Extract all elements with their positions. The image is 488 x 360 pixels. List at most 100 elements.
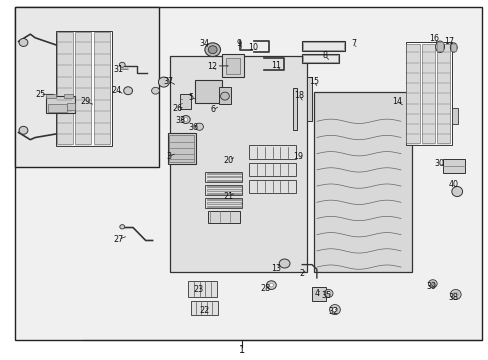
Ellipse shape (324, 289, 332, 297)
Ellipse shape (435, 41, 444, 53)
Bar (206, 193, 240, 194)
Text: 34: 34 (199, 40, 209, 49)
Ellipse shape (208, 46, 217, 54)
Ellipse shape (19, 126, 28, 134)
Bar (222, 54, 244, 77)
Bar (311, 287, 325, 301)
Text: 29: 29 (81, 97, 90, 106)
Text: 11: 11 (271, 61, 281, 70)
Ellipse shape (123, 87, 132, 95)
Bar (63, 94, 73, 98)
Text: 1: 1 (239, 345, 244, 355)
Text: 31: 31 (113, 65, 123, 74)
Bar (180, 94, 190, 109)
Bar (207, 211, 239, 223)
Text: 4: 4 (314, 289, 319, 298)
Bar (306, 77, 311, 121)
Bar (170, 56, 306, 272)
Bar (206, 176, 240, 177)
Ellipse shape (332, 307, 337, 312)
Text: 32: 32 (328, 307, 338, 316)
Bar (75, 32, 91, 144)
Ellipse shape (427, 280, 436, 288)
Ellipse shape (158, 77, 169, 87)
Bar (188, 281, 216, 297)
Bar (226, 58, 240, 74)
Ellipse shape (19, 39, 28, 46)
Ellipse shape (204, 43, 220, 57)
Bar (405, 42, 451, 145)
Bar (249, 145, 295, 159)
Bar (436, 44, 449, 143)
Text: 26: 26 (172, 104, 182, 113)
Bar (451, 108, 457, 124)
Text: 7: 7 (350, 40, 355, 49)
Text: 24: 24 (111, 86, 121, 95)
Bar (219, 87, 231, 104)
Bar (194, 80, 221, 103)
Text: 6: 6 (210, 105, 215, 114)
Text: 36: 36 (188, 123, 198, 132)
Bar (205, 172, 242, 182)
Ellipse shape (266, 281, 276, 289)
Ellipse shape (449, 43, 456, 52)
Bar (48, 104, 66, 112)
Bar (205, 198, 242, 208)
Text: 18: 18 (294, 91, 304, 100)
Text: 23: 23 (193, 285, 203, 294)
Bar (313, 92, 411, 272)
Bar (206, 186, 240, 187)
Text: 19: 19 (293, 152, 303, 161)
Text: 38: 38 (448, 292, 458, 302)
Bar (436, 42, 442, 51)
Text: 16: 16 (428, 34, 438, 43)
Bar (15, 7, 159, 167)
Text: 15: 15 (308, 77, 318, 86)
Ellipse shape (181, 116, 190, 123)
Bar (206, 206, 240, 207)
Bar (302, 54, 338, 63)
Ellipse shape (326, 292, 330, 295)
Ellipse shape (452, 292, 457, 297)
Bar (56, 31, 112, 146)
Text: 40: 40 (448, 180, 458, 189)
Bar (206, 173, 240, 174)
Bar (249, 163, 295, 176)
Text: 2: 2 (299, 269, 304, 278)
Ellipse shape (449, 289, 460, 300)
Text: 13: 13 (271, 264, 281, 273)
Text: 35: 35 (321, 292, 331, 300)
Text: 10: 10 (248, 43, 258, 52)
Bar (421, 44, 434, 143)
Bar (206, 199, 240, 200)
Text: 37: 37 (163, 77, 173, 85)
Ellipse shape (151, 87, 159, 94)
Bar (406, 44, 419, 143)
Text: 20: 20 (224, 156, 233, 165)
Text: 5: 5 (188, 93, 193, 102)
Text: 8: 8 (322, 51, 327, 60)
Bar (293, 88, 297, 130)
Text: 39: 39 (426, 282, 435, 291)
Bar (442, 159, 464, 173)
Bar (249, 180, 295, 193)
Ellipse shape (183, 118, 187, 121)
Bar (167, 133, 196, 164)
Text: 3: 3 (166, 152, 171, 161)
Bar (190, 301, 217, 315)
Text: 14: 14 (391, 97, 401, 106)
Ellipse shape (430, 282, 434, 285)
Ellipse shape (279, 259, 289, 268)
Bar (46, 94, 56, 98)
Text: 21: 21 (224, 192, 233, 201)
Text: 30: 30 (433, 159, 443, 168)
Bar (206, 189, 240, 191)
Text: 27: 27 (113, 235, 123, 244)
Bar (94, 32, 110, 144)
Ellipse shape (269, 283, 273, 287)
Ellipse shape (220, 92, 229, 100)
Text: 25: 25 (35, 90, 45, 99)
Ellipse shape (195, 123, 203, 130)
Bar (57, 32, 73, 144)
Ellipse shape (120, 225, 124, 229)
